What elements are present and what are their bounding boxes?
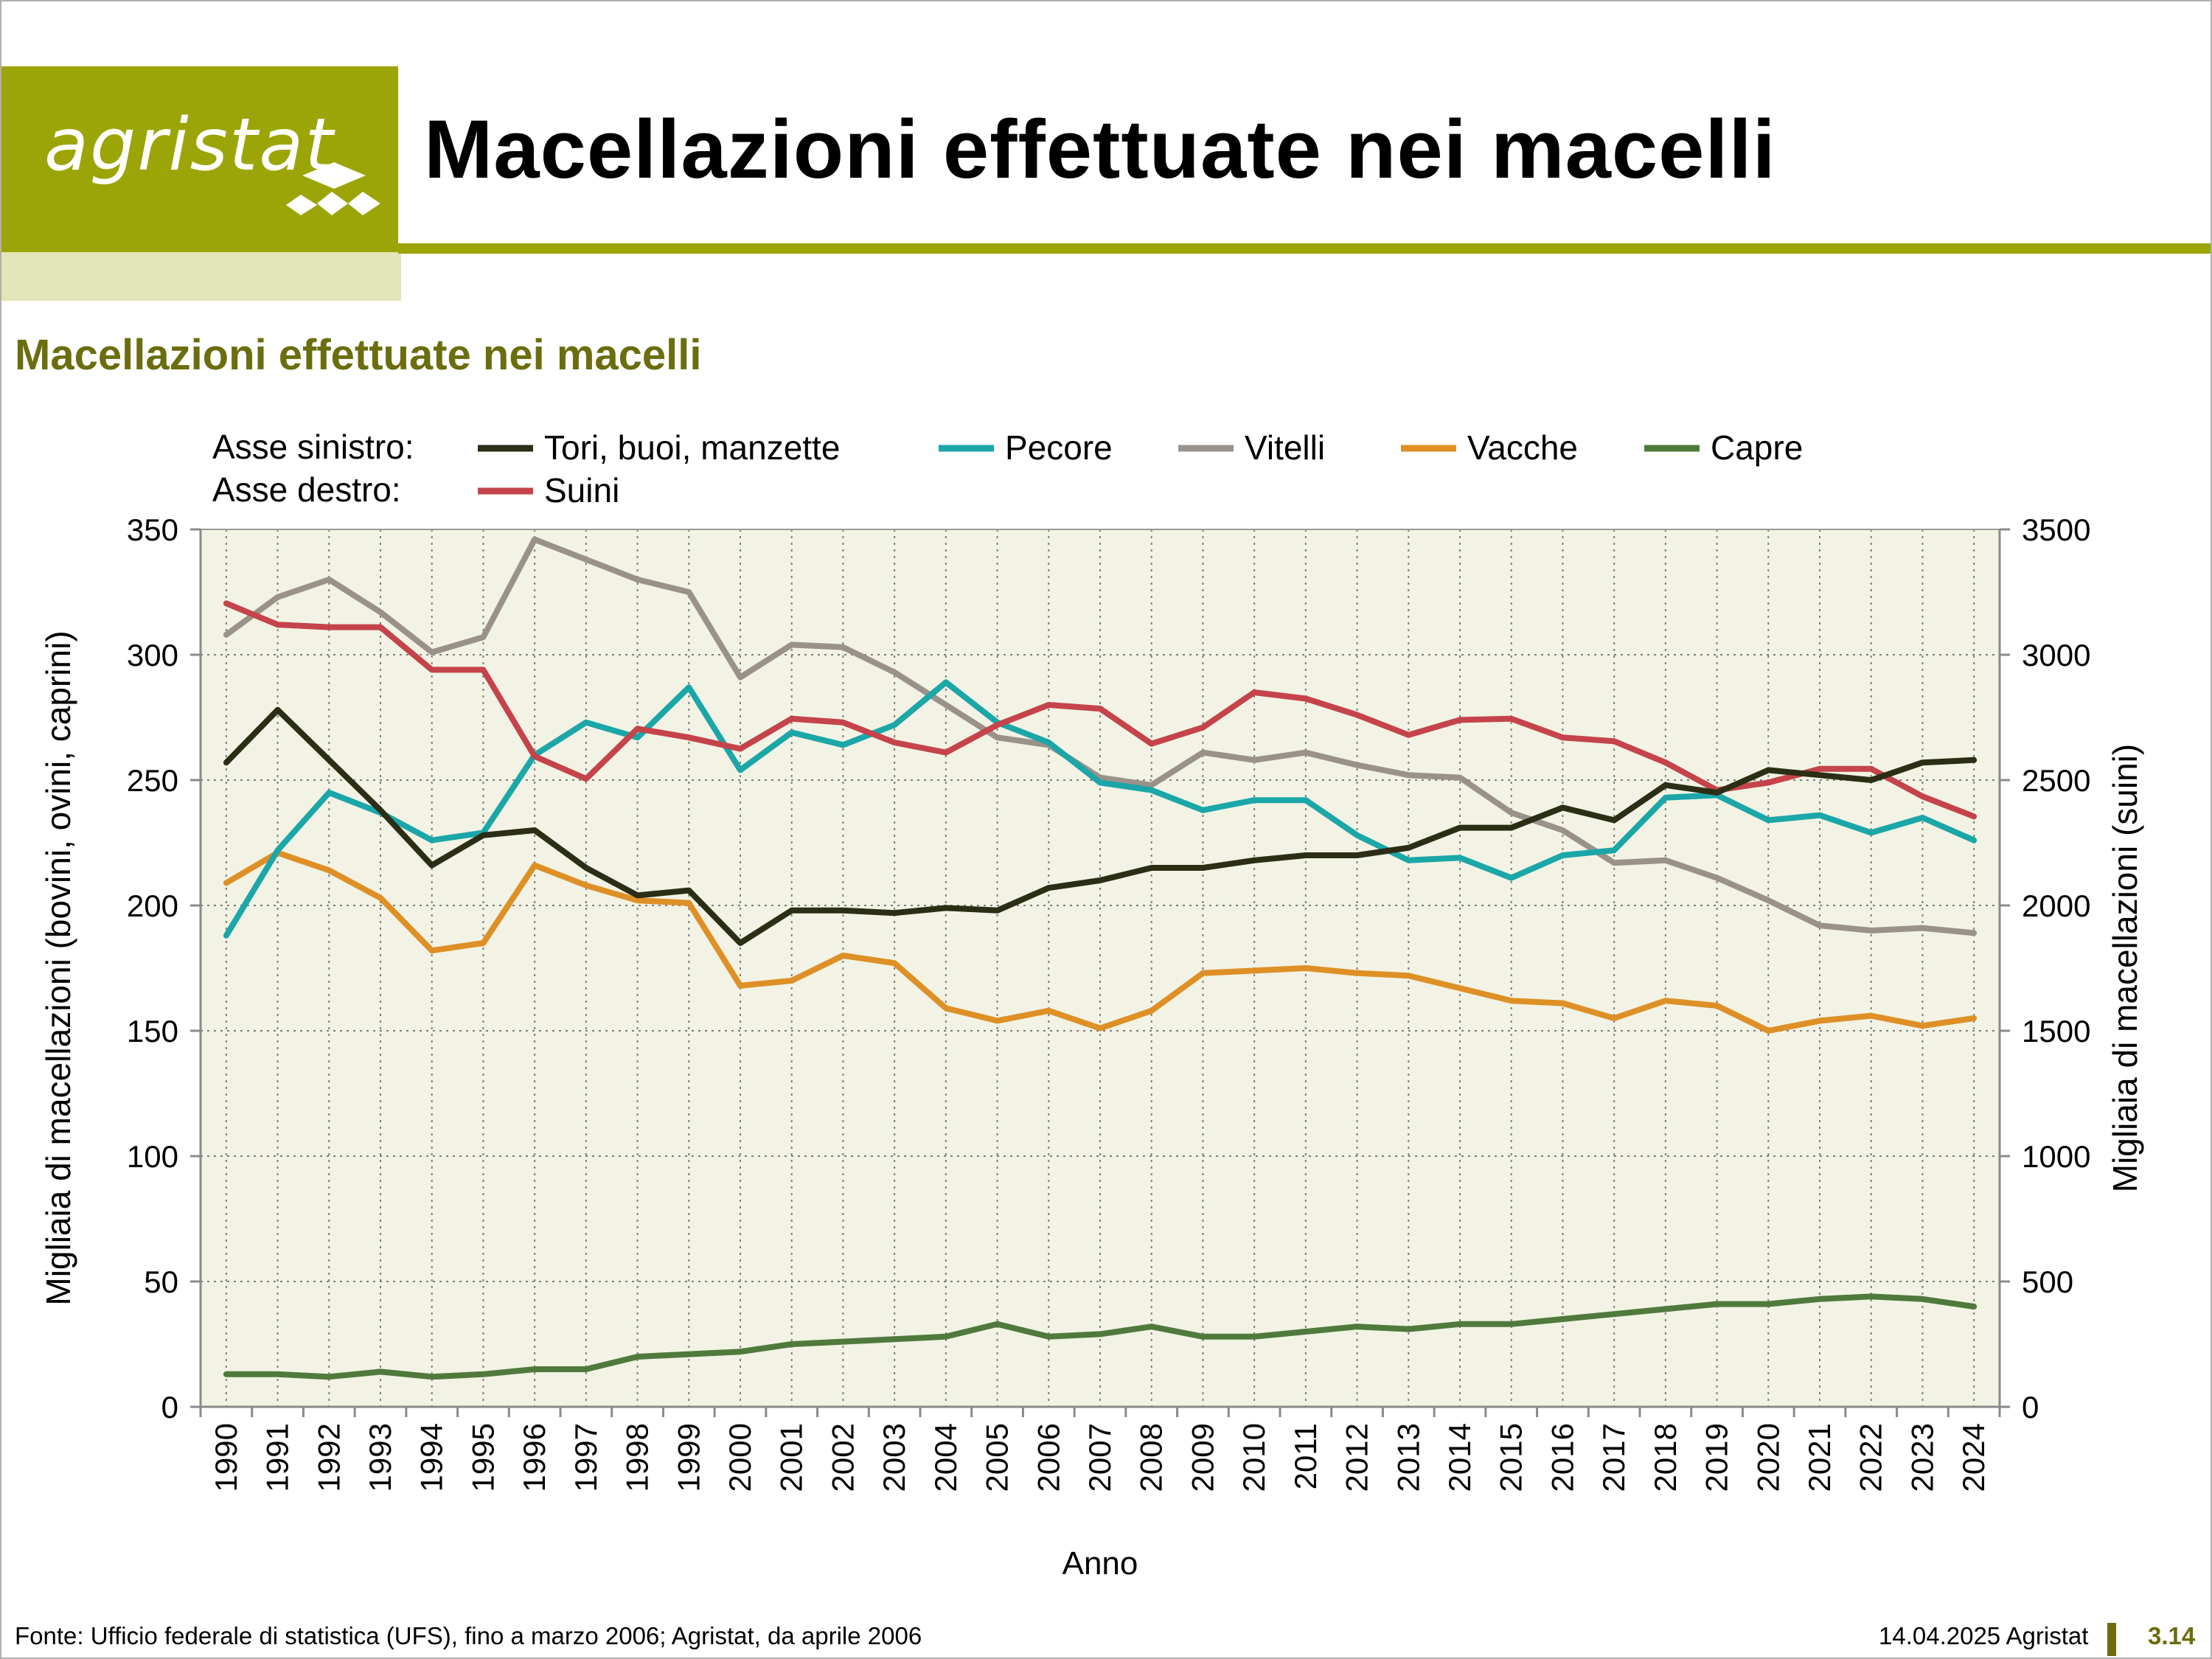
legend-entry: Tori, buoi, manzette (544, 428, 840, 467)
x-tick-label: 2001 (774, 1423, 809, 1492)
legend-entry: Vacche (1467, 428, 1578, 467)
x-tick-label: 2007 (1082, 1423, 1117, 1492)
x-tick-label: 2006 (1031, 1423, 1065, 1492)
header-rule (398, 243, 2211, 254)
x-tick-label: 2002 (825, 1423, 860, 1492)
x-tick-label: 2004 (928, 1423, 963, 1492)
x-tick-label: 2019 (1700, 1423, 1734, 1492)
x-tick-label: 1997 (568, 1423, 603, 1492)
y-tick-label-right: 2500 (2022, 763, 2090, 798)
y-tick-label-left: 300 (127, 638, 178, 672)
legend-entry: Vitelli (1245, 428, 1325, 467)
y-tick-label-right: 3500 (2022, 512, 2090, 547)
y-tick-label-left: 350 (127, 512, 178, 547)
x-tick-label: 1992 (311, 1423, 346, 1492)
x-tick-label: 2000 (723, 1423, 757, 1492)
y-tick-label-right: 500 (2022, 1265, 2073, 1299)
x-tick-label: 1995 (465, 1423, 500, 1492)
series-line (223, 1293, 1978, 1380)
y-axis-title-left: Migliaia di macellazioni (bovini, ovini,… (39, 630, 77, 1305)
y-tick-label-left: 150 (127, 1014, 178, 1048)
y-tick-label-right: 2000 (2022, 888, 2090, 923)
header-accent-block (1, 252, 401, 301)
x-tick-label: 1993 (363, 1423, 397, 1492)
series-line (223, 679, 1978, 939)
legend-right-axis-label: Asse destro: (212, 470, 401, 509)
x-tick-label: 2009 (1185, 1423, 1220, 1492)
x-tick-label: 2003 (877, 1423, 911, 1492)
x-tick-label: 2016 (1545, 1423, 1579, 1492)
x-tick-label: 2015 (1494, 1423, 1528, 1492)
x-tick-label: 2008 (1134, 1423, 1169, 1492)
y-tick-label-right: 1500 (2022, 1014, 2090, 1048)
y-tick-label-left: 200 (127, 888, 178, 923)
y-tick-label-left: 250 (127, 763, 178, 798)
legend-entry: Pecore (1005, 428, 1113, 467)
x-tick-label: 2022 (1854, 1423, 1888, 1492)
logo-diamonds-icon (286, 162, 380, 215)
x-tick-label: 2021 (1802, 1423, 1837, 1492)
series-line (223, 600, 1978, 820)
x-tick-label: 1999 (671, 1423, 706, 1492)
x-tick-label: 2017 (1596, 1423, 1631, 1492)
y-tick-label-right: 1000 (2022, 1139, 2090, 1174)
y-tick-label-left: 50 (144, 1265, 178, 1299)
x-tick-label: 2018 (1648, 1423, 1683, 1492)
x-tick-label: 1998 (620, 1423, 655, 1492)
legend-left-axis-label: Asse sinistro: (212, 428, 414, 466)
logo: agristat (44, 103, 335, 187)
y-axis-title-right: Migliaia di macellazioni (suini) (2106, 744, 2144, 1192)
x-tick-label: 1996 (517, 1423, 552, 1492)
logo-box (1, 66, 398, 252)
x-tick-label: 2014 (1442, 1423, 1477, 1492)
x-tick-label: 2005 (980, 1423, 1015, 1492)
x-tick-label: 2011 (1288, 1423, 1323, 1489)
page-number: 3.14 (2148, 1622, 2196, 1649)
x-tick-label: 1990 (209, 1423, 243, 1492)
x-tick-label: 2024 (1956, 1423, 1991, 1492)
x-tick-label: 2023 (1905, 1423, 1939, 1492)
page-title: Macellazioni effettuate nei macelli (424, 103, 1776, 195)
footer-divider (2107, 1623, 2116, 1656)
footer-source: Fonte: Ufficio federale di statistica (U… (15, 1622, 922, 1649)
chart-heading: Macellazioni effettuate nei macelli (15, 331, 702, 379)
x-tick-label: 2012 (1340, 1423, 1374, 1492)
y-tick-label-left: 0 (161, 1390, 178, 1425)
series-line (223, 849, 1978, 1034)
footer-date: 14.04.2025 Agristat (1879, 1622, 2089, 1649)
x-tick-label: 2013 (1391, 1423, 1425, 1492)
y-tick-label-left: 100 (127, 1139, 178, 1174)
x-tick-label: 2010 (1237, 1423, 1271, 1492)
legend-entry: Capre (1711, 428, 1803, 467)
x-axis-title: Anno (1062, 1545, 1138, 1582)
legend-entry: Suini (544, 471, 619, 509)
x-tick-label: 1991 (260, 1423, 295, 1492)
series-line (223, 536, 1978, 936)
series-line (223, 706, 1978, 946)
x-tick-label: 2020 (1750, 1423, 1785, 1492)
y-tick-label-right: 0 (2022, 1390, 2039, 1425)
line-chart: Asse sinistro: Asse destro: Tori, buoi, ma… (39, 428, 2144, 1582)
x-tick-label: 1994 (414, 1423, 449, 1492)
y-tick-label-right: 3000 (2022, 638, 2090, 672)
